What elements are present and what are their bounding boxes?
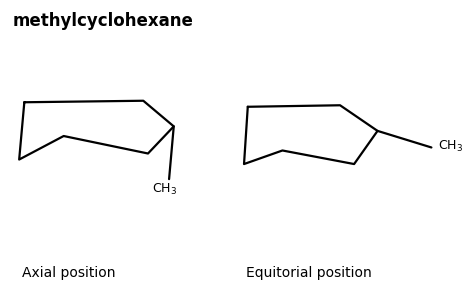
- Text: CH$_3$: CH$_3$: [152, 182, 177, 197]
- Text: Axial position: Axial position: [21, 266, 115, 280]
- Text: methylcyclohexane: methylcyclohexane: [12, 12, 193, 30]
- Text: Equitorial position: Equitorial position: [246, 266, 372, 280]
- Text: CH$_3$: CH$_3$: [438, 138, 464, 154]
